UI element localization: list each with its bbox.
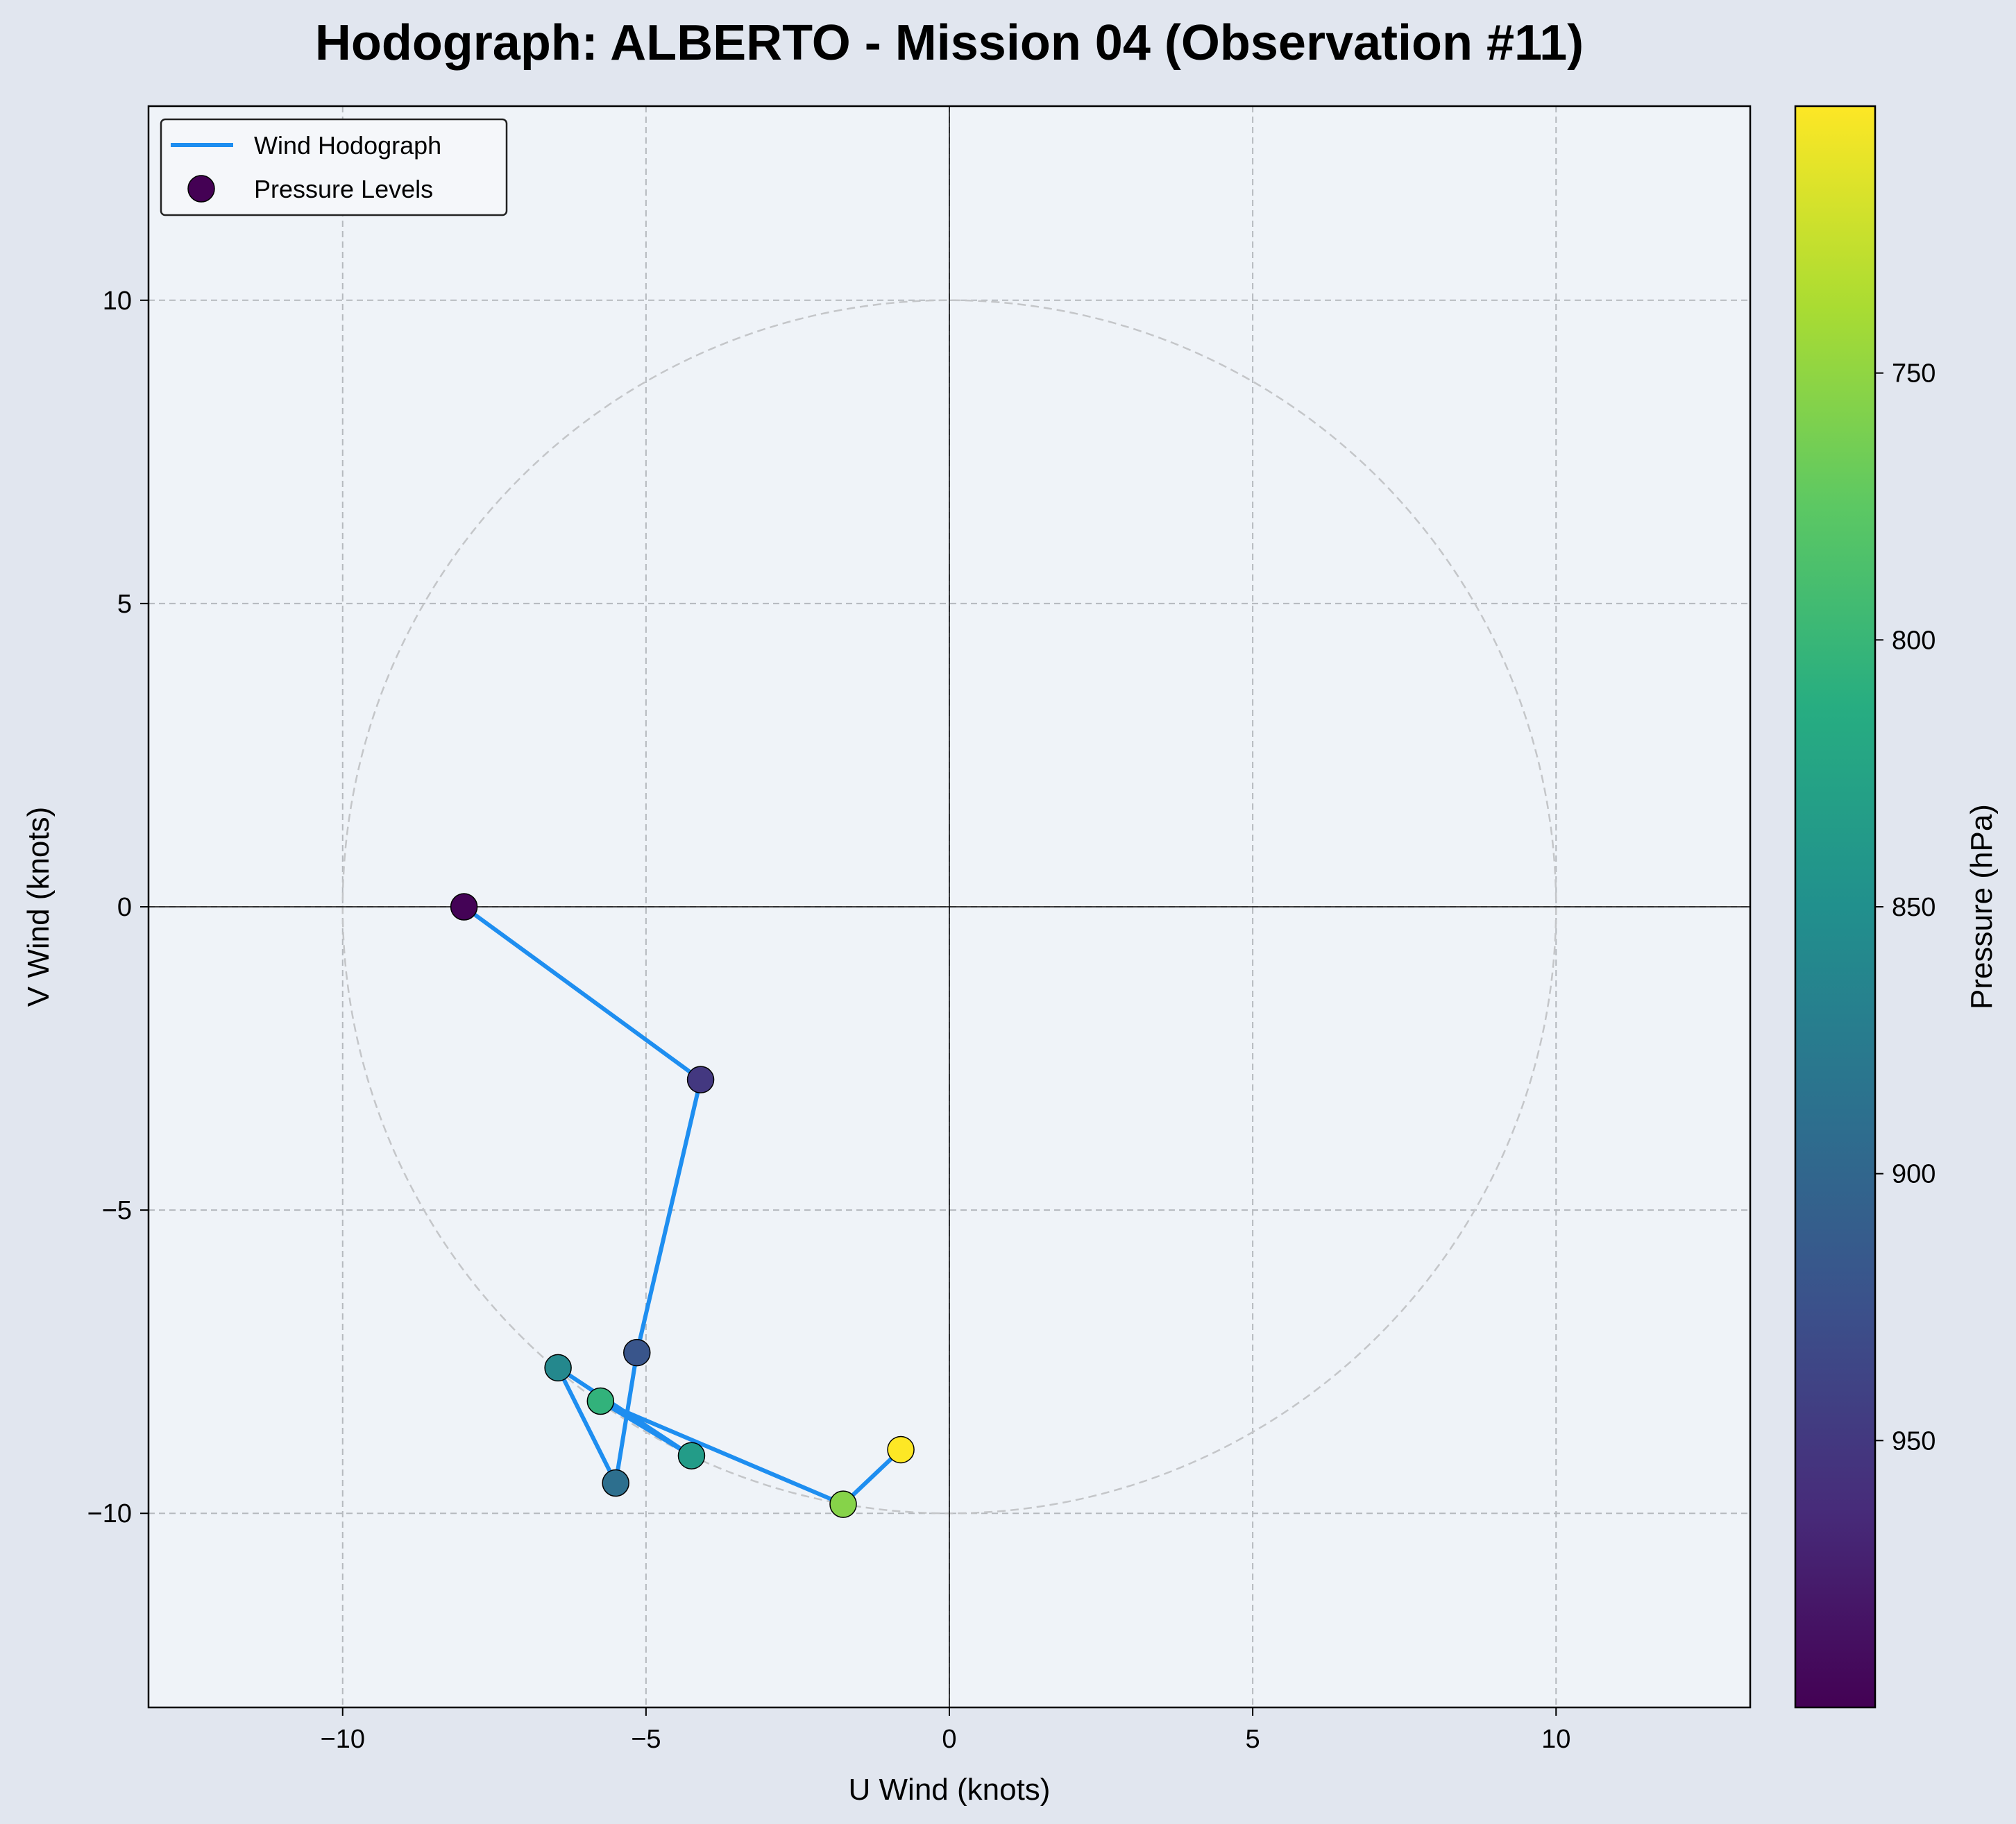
pressure-level-points [450,893,915,1518]
colorbar-label: Pressure (hPa) [1965,804,1999,1009]
legend-label-wind-hodograph: Wind Hodograph [254,131,441,160]
chart-title: Hodograph: ALBERTO - Mission 04 (Observa… [315,15,1584,71]
colorbar-tick-label: 950 [1892,1426,1935,1456]
y-tick-label: −10 [87,1499,132,1528]
colorbar-ticks: 750 800 850 900 950 [1875,359,1935,1456]
colorbar-tick-label: 750 [1892,359,1935,389]
pressure-level-point [602,1469,629,1497]
y-tick-label: 5 [117,590,132,619]
pressure-level-point [829,1490,857,1518]
colorbar-tick-label: 800 [1892,626,1935,655]
legend-box [160,118,508,216]
y-axis-label: V Wind (knots) [22,807,56,1007]
y-axis-ticks: −10 −5 0 5 10 [87,287,149,1528]
legend-label-pressure-levels: Pressure Levels [254,175,433,203]
legend-marker-swatch [187,175,215,203]
pressure-level-point [544,1354,572,1382]
x-tick-label: 10 [1541,1725,1570,1754]
x-tick-label: 5 [1246,1725,1260,1754]
y-tick-label: 0 [117,893,132,922]
y-tick-label: −5 [102,1196,132,1225]
x-tick-label: −10 [321,1725,365,1754]
colorbar-tick-label: 850 [1892,893,1935,922]
pressure-level-point [686,1066,715,1093]
colorbar-tick-label: 900 [1892,1160,1935,1189]
legend: Wind Hodograph Pressure Levels [160,118,508,216]
pressure-level-point [677,1442,706,1469]
x-axis-ticks: −10 −5 0 5 10 [321,1707,1570,1754]
reference-layer [149,106,1750,1707]
colorbar: 750 800 850 900 950 Pressure (hPa) [1794,105,1999,1709]
pressure-level-point [450,893,478,921]
x-axis-label: U Wind (knots) [849,1773,1051,1807]
pressure-level-point [586,1387,615,1415]
pressure-level-point [887,1435,915,1464]
x-tick-label: 0 [942,1725,956,1754]
colorbar-gradient [1794,105,1877,1709]
y-tick-label: 10 [103,287,132,316]
x-tick-label: −5 [631,1725,661,1754]
pressure-level-point [623,1338,651,1367]
